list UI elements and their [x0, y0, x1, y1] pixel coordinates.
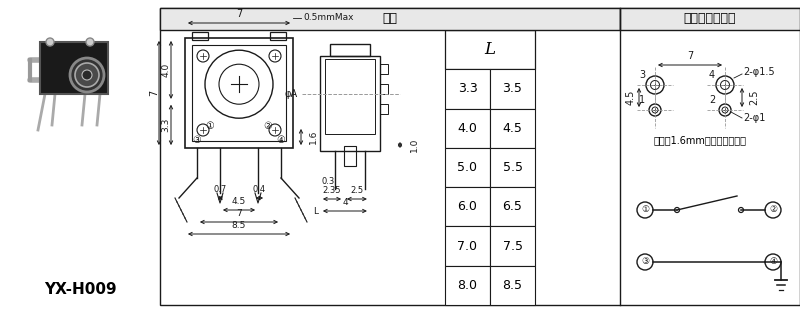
Text: 8.5: 8.5: [502, 279, 522, 292]
Bar: [160, 8, 620, 30]
Text: 0.5mmMax: 0.5mmMax: [303, 13, 354, 22]
Text: φA: φA: [285, 89, 298, 99]
Circle shape: [86, 38, 94, 46]
Text: 7: 7: [236, 209, 242, 218]
Text: 3.3: 3.3: [458, 82, 478, 95]
Text: 4.5: 4.5: [626, 90, 636, 105]
Text: 2-φ1: 2-φ1: [743, 113, 766, 123]
Text: 7.5: 7.5: [502, 240, 522, 253]
Text: 4.0: 4.0: [458, 122, 478, 135]
Bar: [330, 44, 370, 56]
Bar: [325, 59, 375, 134]
Circle shape: [46, 38, 54, 46]
Bar: [320, 56, 380, 151]
Bar: [380, 104, 388, 114]
Bar: [344, 146, 356, 166]
Bar: [445, 30, 535, 69]
Bar: [445, 109, 490, 148]
Bar: [620, 8, 800, 30]
Text: 8.0: 8.0: [458, 279, 478, 292]
Text: 2.5: 2.5: [350, 186, 363, 195]
Bar: [445, 148, 490, 187]
Bar: [380, 84, 388, 94]
Text: 4.5: 4.5: [232, 197, 246, 206]
Text: 3.5: 3.5: [502, 82, 522, 95]
Text: 6.0: 6.0: [458, 200, 478, 213]
Text: 3: 3: [639, 70, 645, 80]
Text: 6.5: 6.5: [502, 200, 522, 213]
Bar: [160, 8, 800, 305]
Text: 7: 7: [149, 90, 159, 96]
Bar: [40, 42, 108, 94]
Text: 安装图及电路图: 安装图及电路图: [684, 12, 736, 26]
Bar: [490, 227, 535, 266]
Text: L: L: [314, 207, 318, 216]
Bar: [445, 227, 490, 266]
Circle shape: [738, 207, 743, 212]
Text: 7.0: 7.0: [458, 240, 478, 253]
Circle shape: [82, 70, 92, 80]
Bar: [192, 45, 286, 141]
Text: L: L: [485, 41, 495, 58]
Text: 0.7: 0.7: [214, 185, 227, 194]
Text: ①: ①: [641, 206, 649, 215]
Circle shape: [637, 202, 653, 218]
Text: 5.5: 5.5: [502, 161, 522, 174]
Bar: [490, 69, 535, 109]
Text: 4: 4: [342, 198, 348, 207]
Circle shape: [637, 254, 653, 270]
Text: 0.3: 0.3: [322, 177, 335, 186]
Bar: [192, 32, 208, 40]
Bar: [445, 69, 490, 109]
Text: ③: ③: [641, 257, 649, 266]
Text: ④: ④: [277, 135, 286, 145]
Circle shape: [70, 58, 104, 92]
Text: ①: ①: [206, 121, 214, 131]
Text: 2.5: 2.5: [749, 90, 759, 105]
Bar: [490, 109, 535, 148]
Text: 1: 1: [639, 95, 645, 105]
Text: ②: ②: [264, 121, 272, 131]
Text: ③: ③: [193, 135, 202, 145]
Text: 尺寸: 尺寸: [382, 12, 398, 26]
Bar: [445, 266, 490, 305]
Text: 4.5: 4.5: [502, 122, 522, 135]
Circle shape: [75, 63, 99, 87]
Text: 4.0: 4.0: [162, 63, 170, 77]
Bar: [490, 148, 535, 187]
Text: 2.35: 2.35: [322, 186, 342, 195]
Text: 7: 7: [236, 9, 242, 19]
Text: 4: 4: [709, 70, 715, 80]
Circle shape: [765, 254, 781, 270]
Text: 请使用1.6mm厘的印刷电路板: 请使用1.6mm厘的印刷电路板: [654, 135, 746, 145]
Text: 2-φ1.5: 2-φ1.5: [743, 67, 774, 77]
Text: 3.3: 3.3: [162, 118, 170, 132]
Text: 2: 2: [709, 95, 715, 105]
Bar: [445, 187, 490, 227]
Text: ②: ②: [769, 206, 777, 215]
Text: 0.4: 0.4: [253, 185, 266, 194]
Circle shape: [765, 202, 781, 218]
Bar: [490, 187, 535, 227]
Text: 7: 7: [687, 51, 693, 61]
Bar: [380, 64, 388, 74]
Text: 1.0: 1.0: [410, 138, 418, 152]
Circle shape: [674, 207, 679, 212]
Text: 5.0: 5.0: [458, 161, 478, 174]
Text: 1.6: 1.6: [309, 130, 318, 144]
Bar: [490, 266, 535, 305]
Bar: [270, 32, 286, 40]
Bar: [185, 38, 293, 148]
Text: ④: ④: [769, 257, 777, 266]
Text: YX-H009: YX-H009: [44, 282, 116, 298]
Text: 8.5: 8.5: [232, 221, 246, 230]
